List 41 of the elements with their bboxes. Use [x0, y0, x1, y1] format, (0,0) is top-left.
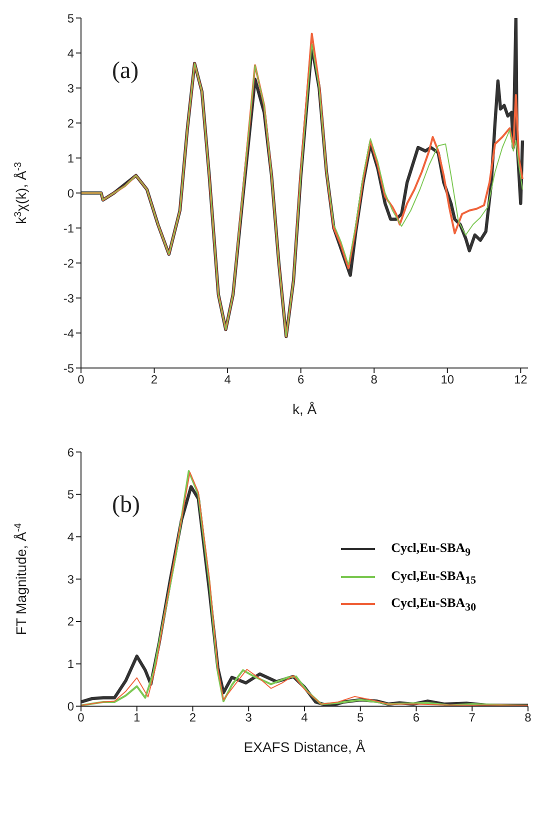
- legend-label: Cycl,Eu-SBA$_{9}$: [391, 540, 471, 559]
- x-axis-title: EXAFS Distance, Å: [244, 739, 366, 756]
- x-tick-label: 3: [245, 710, 252, 725]
- x-tick-label: 10: [440, 372, 454, 387]
- legend-label: Cycl,Eu-SBA$_{15}$: [391, 568, 476, 586]
- x-tick-label: 8: [370, 372, 378, 387]
- x-tick-label: 5: [357, 710, 364, 725]
- annotation: (b): [112, 492, 140, 519]
- y-tick-label: -1: [63, 221, 74, 236]
- y-tick-label: 4: [67, 530, 74, 544]
- y-tick-label: -3: [63, 291, 74, 306]
- x-tick-label: 2: [189, 710, 196, 725]
- x-tick-label: 2: [150, 372, 158, 387]
- x-tick-label: 12: [514, 372, 528, 387]
- y-tick-label: -5: [63, 361, 74, 376]
- legend-label: Cycl,Eu-SBA$_{30}$: [391, 595, 476, 614]
- y-tick-label: 3: [67, 572, 74, 586]
- y-tick-label: 6: [67, 445, 74, 460]
- x-tick-label: 0: [78, 710, 85, 725]
- x-axis-title: k, Å: [292, 401, 318, 417]
- y-tick-label: 0: [67, 699, 74, 714]
- x-tick-label: 1: [134, 710, 141, 725]
- x-tick-label: 4: [301, 710, 308, 725]
- y-tick-label: 1: [67, 151, 74, 166]
- x-tick-label: 0: [78, 372, 85, 387]
- annotation: (a): [112, 58, 139, 85]
- x-tick-label: 6: [412, 710, 420, 725]
- y-tick-label: 1: [67, 657, 74, 672]
- x-tick-label: 4: [224, 372, 232, 387]
- y-tick-label: 3: [67, 81, 74, 96]
- y-tick-label: 0: [67, 186, 74, 200]
- y-tick-label: 5: [67, 11, 74, 26]
- y-tick-label: -4: [63, 326, 74, 340]
- x-tick-label: 8: [524, 710, 532, 725]
- y-tick-label: 2: [67, 614, 74, 629]
- x-tick-label: 6: [297, 372, 304, 387]
- y-tick-label: 2: [67, 116, 74, 130]
- y-tick-label: -2: [63, 256, 74, 270]
- y-tick-label: 4: [67, 46, 74, 60]
- y-tick-label: 5: [67, 488, 74, 502]
- x-tick-label: 7: [468, 710, 476, 725]
